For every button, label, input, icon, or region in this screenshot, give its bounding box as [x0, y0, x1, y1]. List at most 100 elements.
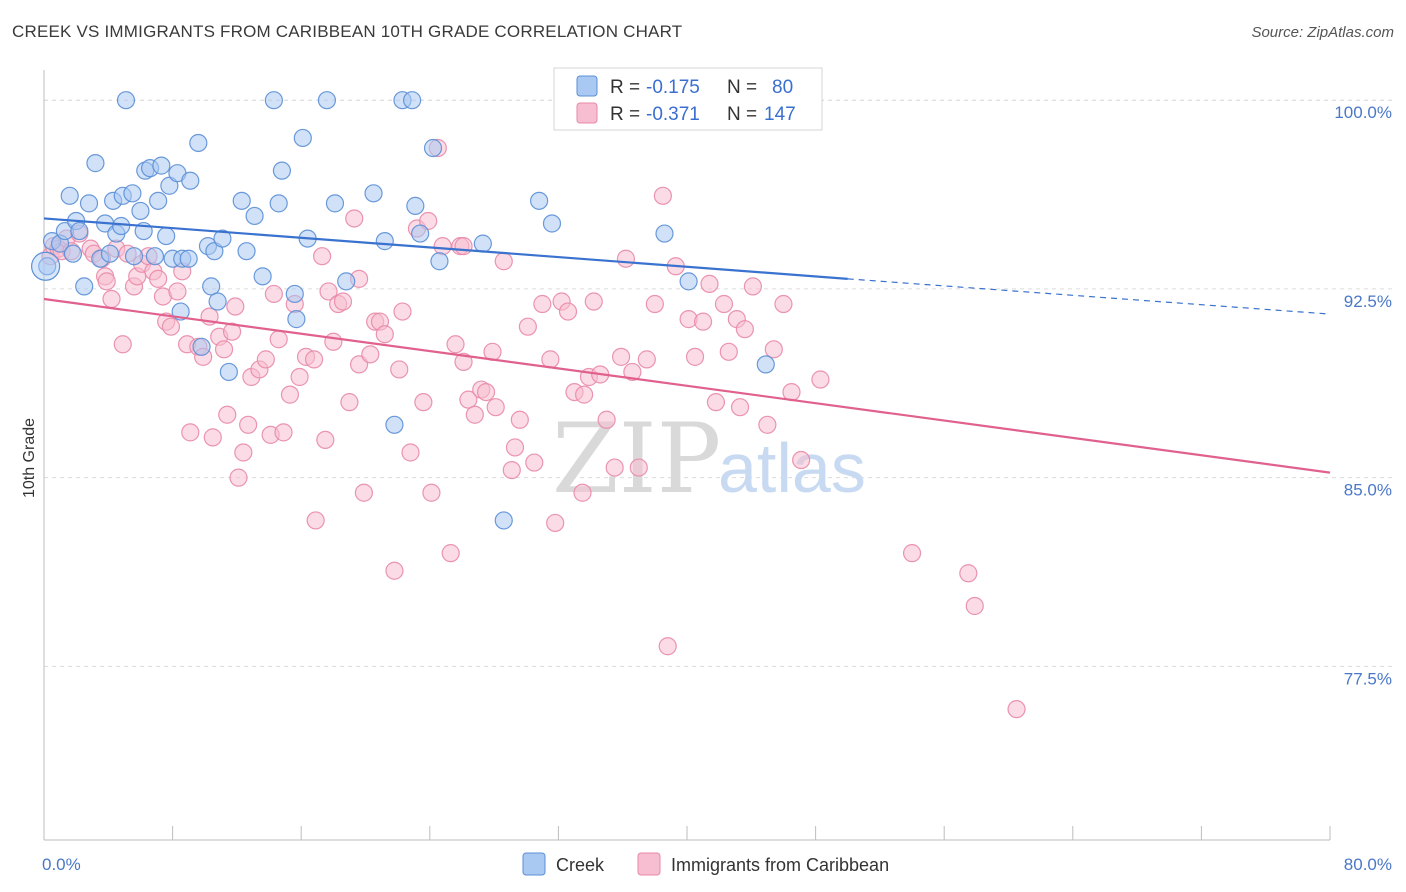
x-tick-label-min: 0.0% [42, 855, 81, 874]
caribbean-point [541, 350, 560, 369]
caribbean-point [345, 209, 364, 228]
caribbean-point [611, 347, 631, 366]
caribbean-point [414, 393, 433, 412]
caribbean-point [234, 443, 253, 462]
caribbean-point [149, 269, 168, 288]
caribbean-point [264, 284, 283, 304]
bottom-legend: Creek Immigrants from Caribbean [522, 852, 889, 876]
caribbean-point [256, 350, 275, 369]
caribbean-point [290, 367, 309, 387]
creek-point [179, 249, 198, 268]
creek-point [86, 154, 105, 173]
series-creek-points [31, 91, 775, 530]
creek-point [375, 232, 394, 251]
creek-point [219, 362, 238, 382]
caribbean-point [324, 332, 343, 351]
creek-point [403, 91, 422, 110]
caribbean-point [319, 282, 338, 301]
caribbean-point [533, 294, 552, 314]
caribbean-point [637, 350, 656, 369]
caribbean-point [502, 460, 521, 480]
caribbean-point [354, 483, 373, 502]
legend-caribbean-r-label: R = [610, 104, 640, 125]
caribbean-point [113, 335, 132, 354]
caribbean-point [181, 423, 200, 442]
x-tick-label-max: 80.0% [1344, 855, 1392, 874]
caribbean-point [454, 237, 473, 256]
caribbean-point [239, 415, 258, 434]
caribbean-point [685, 347, 705, 366]
caribbean-point [546, 513, 565, 533]
caribbean-point [269, 330, 288, 349]
creek-point [245, 206, 264, 226]
caribbean-point [229, 468, 248, 487]
caribbean-point [792, 450, 811, 470]
caribbean-point [340, 393, 359, 412]
creek-point [131, 201, 150, 221]
bottom-legend-creek: Creek [556, 855, 605, 875]
caribbean-point [459, 390, 478, 409]
creek-point [272, 161, 292, 180]
legend-caribbean-r-value: -0.371 [646, 104, 700, 125]
creek-trend-line [43, 217, 848, 280]
x-axis-ticks [43, 826, 1331, 840]
creek-point [337, 272, 356, 291]
caribbean-point [558, 302, 578, 321]
creek-point [181, 171, 200, 190]
legend-swatch-creek [576, 75, 598, 97]
legend-caribbean-n-value: 147 [764, 104, 796, 125]
caribbean-point [168, 282, 187, 301]
creek-point [253, 267, 272, 286]
caribbean-point [774, 294, 793, 314]
caribbean-point [518, 317, 537, 336]
creek-point [202, 277, 221, 296]
caribbean-point [393, 302, 412, 321]
caribbean-point [758, 415, 777, 434]
creek-point [430, 252, 449, 271]
caribbean-point [333, 292, 353, 311]
caribbean-point [653, 186, 672, 205]
caribbean-point [274, 423, 293, 442]
caribbean-point [811, 370, 830, 389]
creek-point [285, 284, 304, 304]
bottom-legend-swatch-caribbean [637, 852, 661, 876]
bottom-legend-swatch-creek [522, 852, 546, 876]
creek-point [145, 247, 165, 266]
creek-point [317, 91, 337, 110]
creek-point [63, 244, 83, 263]
caribbean-point [390, 360, 409, 379]
y-tick-label: 85.0% [1344, 481, 1392, 500]
caribbean-point [706, 393, 726, 412]
caribbean-point [226, 297, 245, 316]
creek-point [423, 138, 443, 158]
series-caribbean-points [41, 91, 1026, 719]
caribbean-point [441, 544, 460, 563]
caribbean-point [735, 320, 754, 339]
caribbean-point [743, 277, 763, 296]
caribbean-point [422, 483, 441, 502]
y-tick-label: 100.0% [1334, 103, 1392, 122]
creek-trend-extension [847, 278, 1331, 315]
creek-point [79, 194, 99, 213]
caribbean-point [218, 405, 237, 424]
caribbean-point [525, 453, 544, 472]
creek-point [325, 194, 345, 213]
creek-point [655, 224, 674, 243]
creek-point [530, 191, 549, 210]
caribbean-point [97, 272, 116, 291]
chart-title: CREEK VS IMMIGRANTS FROM CARIBBEAN 10TH … [12, 22, 683, 41]
caribbean-point [658, 637, 677, 656]
creek-point [213, 229, 232, 248]
caribbean-point [486, 398, 505, 417]
creek-point [192, 337, 211, 356]
creek-point [237, 242, 256, 261]
creek-point [189, 133, 208, 153]
source-label: Source: ZipAtlas.com [1251, 24, 1394, 41]
creek-point [70, 221, 89, 241]
creek-point [38, 257, 57, 276]
caribbean-point [730, 398, 750, 417]
caribbean-point [645, 294, 664, 314]
caribbean-point [280, 385, 300, 404]
legend-frame [553, 67, 823, 131]
caribbean-point [476, 382, 496, 402]
